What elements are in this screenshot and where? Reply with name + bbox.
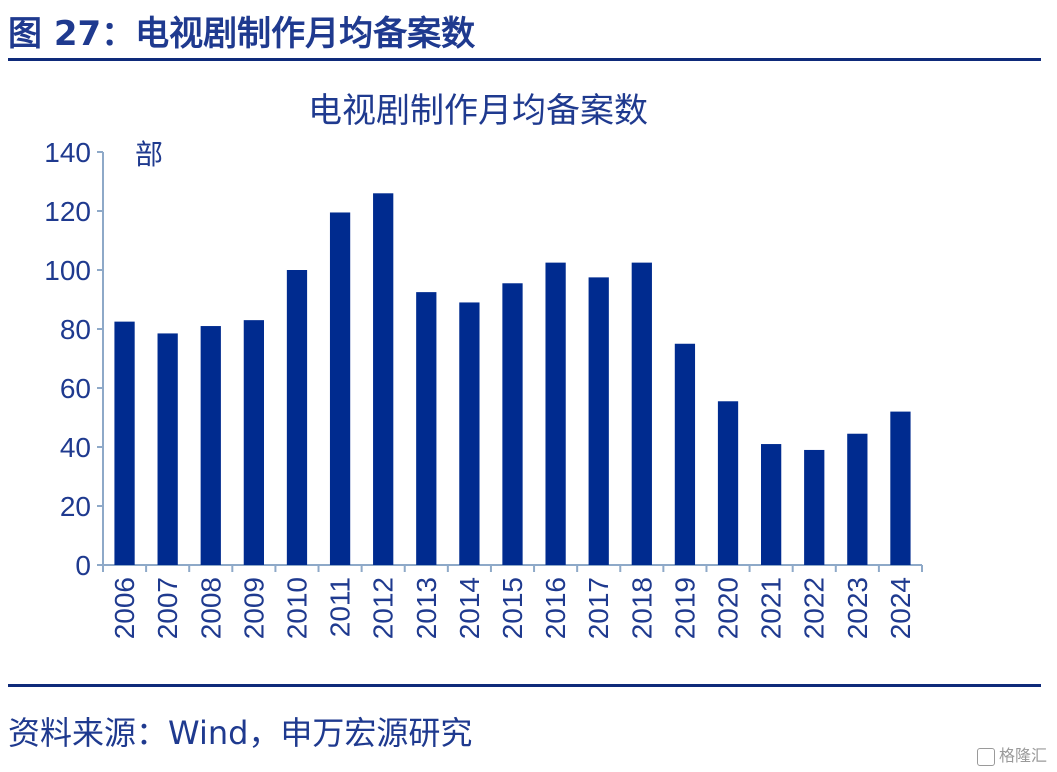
x-axis: 2006 2007 2008 2009 2010 2011 2012 2013 2014 2015… [102,564,923,639]
source-note: 资料来源：Wind，申万宏源研究 [8,714,473,752]
x-tick-label: 2014 [454,577,485,639]
x-tick-label: 2008 [195,577,226,639]
x-tick-label: 2011 [325,577,356,637]
bar-2014 [459,302,480,565]
x-tick-label: 2007 [152,577,183,639]
bar-2019 [674,343,696,565]
y-tick-label: 60 [60,373,91,404]
x-tick-label: 2012 [368,577,399,639]
bar-2013 [416,292,437,565]
bar-2021 [761,444,782,565]
x-tick-label: 2017 [583,577,614,639]
y-tick-label: 80 [60,314,91,345]
x-tick-label: 2023 [842,577,873,639]
bar-chart: 电视剧制作月均备案数 部 0 20 40 60 80 100 120 140 2006 2007… [44,91,923,639]
y-tick-label: 0 [75,550,91,581]
figure-title: 图 27：电视剧制作月均备案数 [8,14,476,54]
bottom-rule [8,684,1041,687]
bar-2017 [588,277,609,565]
y-unit-label: 部 [135,138,163,171]
bar-2016 [545,262,566,565]
top-rule [8,58,1041,61]
chart-title: 电视剧制作月均备案数 [308,91,648,131]
x-tick-label: 2013 [411,577,442,639]
bar-2024 [890,411,911,565]
y-tick-label: 120 [44,196,91,227]
x-tick-label: 2010 [281,577,312,639]
x-tick-label: 2022 [799,577,830,639]
x-tick-label: 2006 [109,577,140,639]
x-tick-label: 2009 [238,577,269,639]
watermark-text: 格隆汇 [998,746,1047,765]
x-tick-label: 2019 [669,577,700,639]
bar-2007 [157,333,178,565]
bar-2022 [804,449,825,565]
bar-2010 [286,270,308,565]
y-tick-label: 140 [44,137,91,168]
y-tick-label: 20 [60,491,91,522]
bar-2008 [200,326,221,565]
bar-2011 [329,212,351,565]
bar-2006 [114,321,135,565]
watermark-logo-icon [976,747,995,766]
bar-2012 [373,193,394,566]
y-axis: 0 20 40 60 80 100 120 140 [44,137,104,581]
bar-2020 [717,401,739,565]
x-tick-label: 2016 [540,577,571,639]
x-tick-label: 2024 [885,577,916,639]
bar-2009 [243,320,264,565]
y-tick-label: 40 [60,432,91,463]
x-tick-label: 2020 [713,577,744,639]
watermark: 格隆汇 [976,742,1047,766]
x-tick-label: 2018 [626,577,657,639]
y-tick-label: 100 [44,255,91,286]
bar-2023 [847,433,868,565]
bar-2018 [631,262,652,565]
bars [114,193,911,566]
x-tick-label: 2015 [497,577,528,639]
figure-header: 图 27：电视剧制作月均备案数 [0,0,1057,62]
bar-2015 [502,283,523,565]
x-tick-label: 2021 [756,577,787,639]
